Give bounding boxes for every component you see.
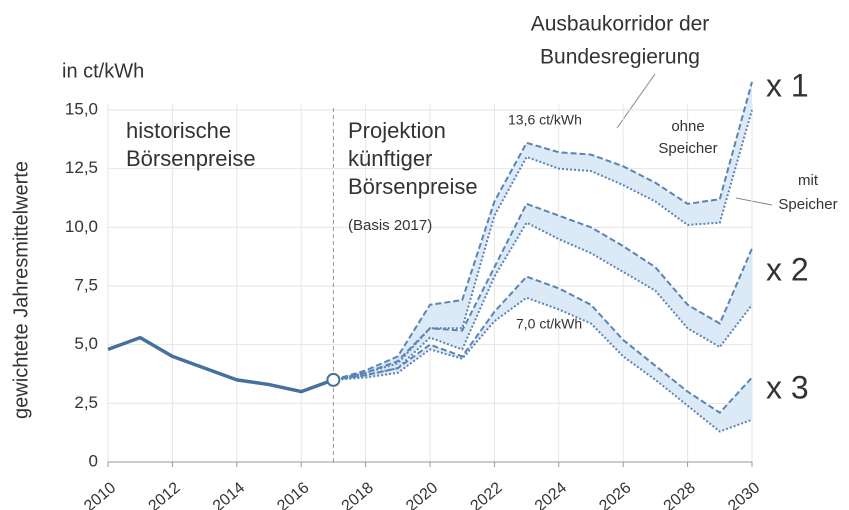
corridor-label: x 1 (766, 67, 809, 103)
corridor-label: x 2 (766, 251, 809, 287)
annotation: historische (126, 118, 231, 143)
x-tick-label: 2024 (532, 479, 570, 510)
annotation: ohne (671, 118, 704, 135)
corridor-label: x 3 (766, 369, 809, 405)
y-tick-label: 10,0 (65, 217, 98, 236)
annotation: Projektion (348, 118, 446, 143)
y-tick-label: 0 (89, 451, 98, 470)
corridor-band (333, 203, 752, 380)
x-tick-label: 2018 (339, 479, 377, 510)
annotation: Speicher (778, 196, 837, 213)
leader-line (735, 197, 773, 206)
x-tick-label: 2016 (274, 479, 312, 510)
annotation: Ausbaukorridor der (531, 13, 710, 36)
corridor-upper-line (333, 202, 753, 381)
x-tick-label: 2020 (403, 479, 441, 510)
corridor-lower-line (333, 109, 753, 381)
x-tick-label: 2010 (81, 479, 119, 510)
y-tick-label: 12,5 (65, 158, 98, 177)
annotation: 7,0 ct/kWh (516, 316, 582, 332)
corridor-band (333, 276, 752, 432)
annotation: (Basis 2017) (348, 217, 432, 234)
x-tick-label: 2014 (210, 479, 248, 510)
unit-label: in ct/kWh (62, 60, 144, 82)
y-axis-title: gewichtete Jahresmittelwerte (10, 161, 32, 419)
annotation: 13,6 ct/kWh (508, 112, 582, 128)
y-tick-label: 5,0 (74, 334, 98, 353)
y-tick-label: 7,5 (74, 275, 98, 294)
x-tick-label: 2012 (145, 479, 183, 510)
annotation: Börsenpreise (126, 146, 256, 171)
annotation: künftiger (348, 146, 432, 171)
x-tick-label: 2022 (467, 479, 505, 510)
start-marker (326, 372, 341, 387)
annotation: mit (798, 172, 819, 189)
x-tick-label: 2028 (661, 479, 699, 510)
corridor-upper-line (333, 275, 753, 415)
y-tick-label: 2,5 (74, 393, 98, 412)
y-tick-label: 15,0 (65, 99, 98, 118)
annotation: Speicher (658, 140, 717, 157)
annotation: Börsenpreise (348, 174, 478, 199)
x-tick-label: 2026 (596, 479, 634, 510)
corridor-band (333, 81, 752, 380)
annotation: Bundesregierung (540, 46, 700, 69)
x-tick-label: 2030 (725, 479, 763, 510)
corridor-lower-line (333, 296, 753, 433)
history-line (107, 335, 334, 394)
